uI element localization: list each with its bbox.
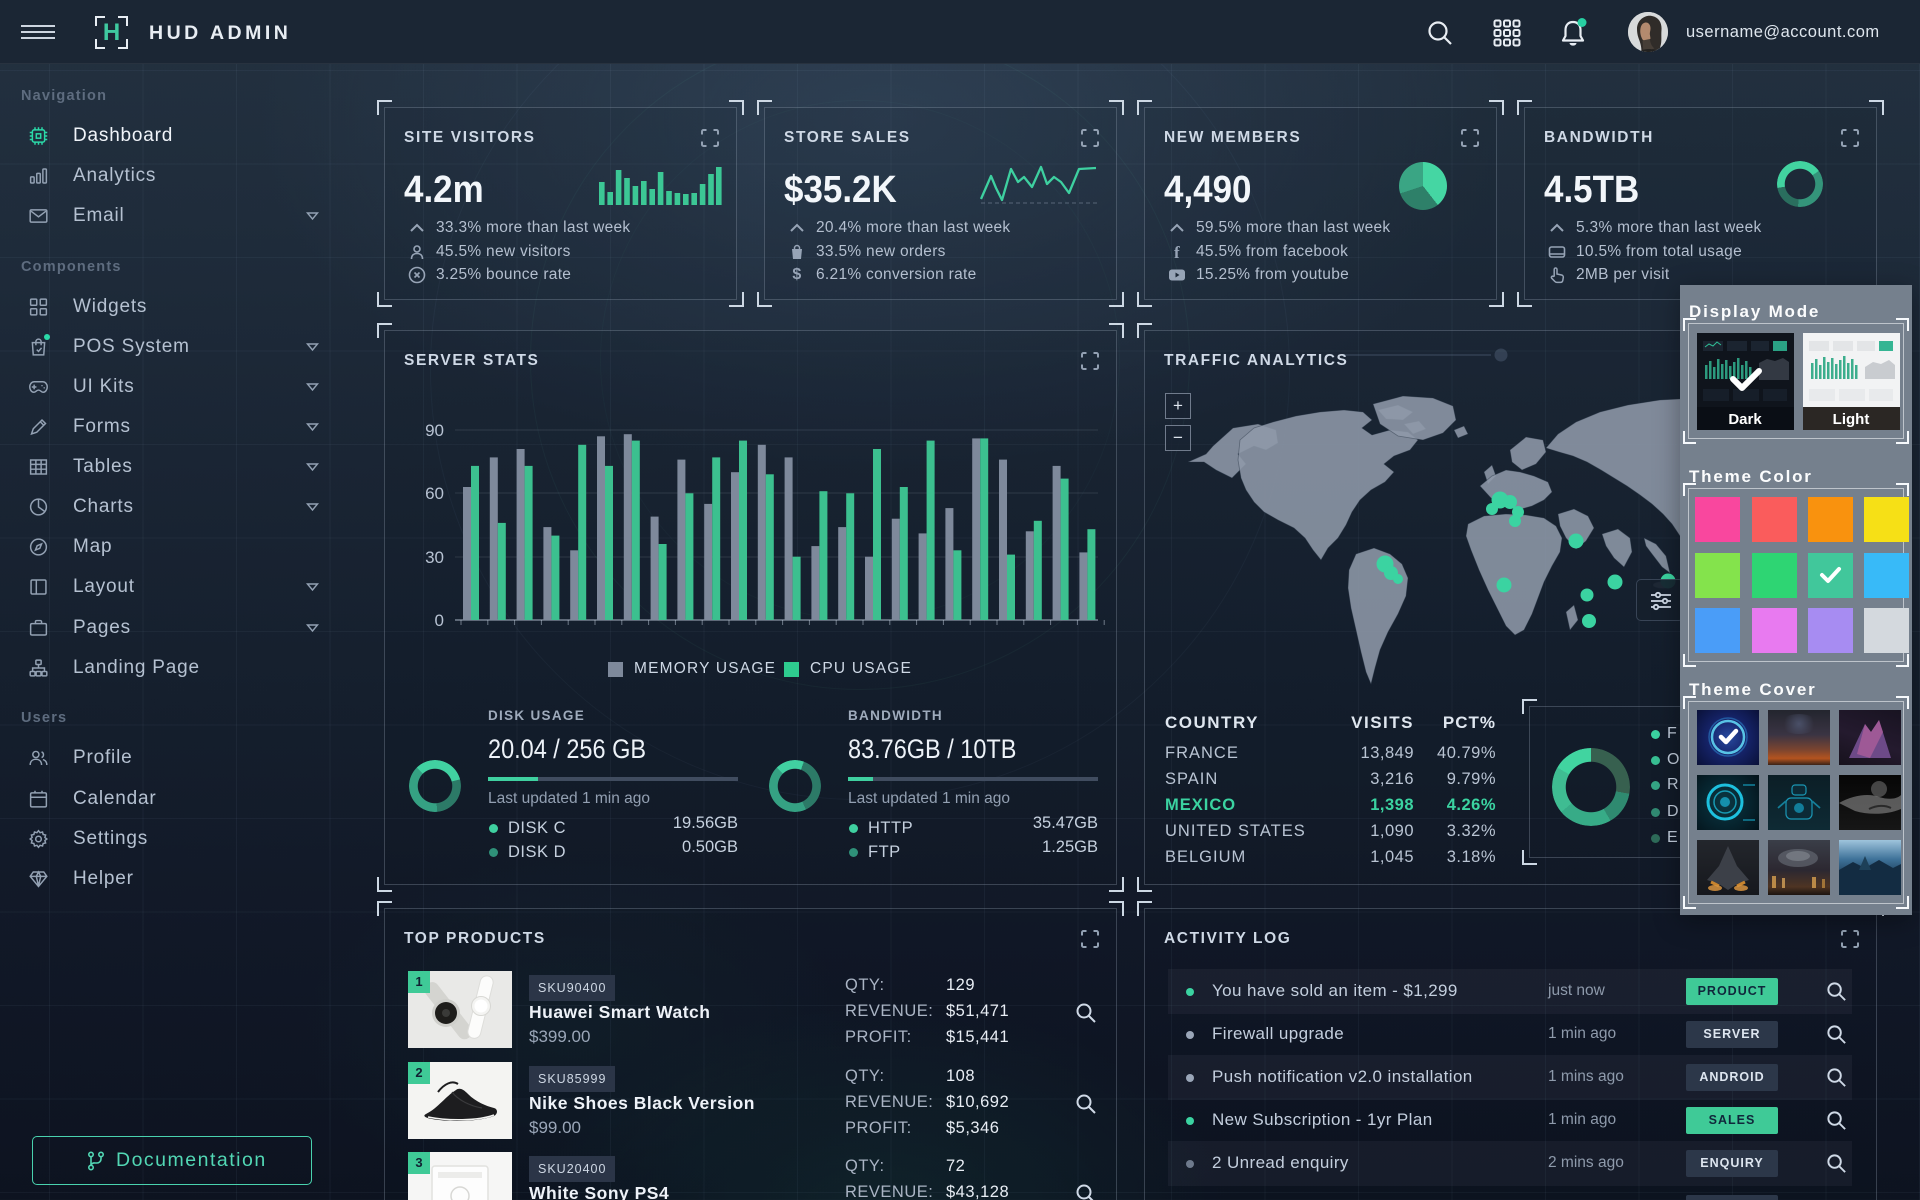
svg-text:Light: Light	[1833, 411, 1870, 428]
svg-text:Dark: Dark	[1728, 411, 1762, 428]
svg-text:0: 0	[435, 611, 444, 630]
svg-text:60: 60	[425, 484, 444, 503]
svg-text:30: 30	[425, 548, 444, 567]
svg-text:90: 90	[425, 421, 444, 440]
